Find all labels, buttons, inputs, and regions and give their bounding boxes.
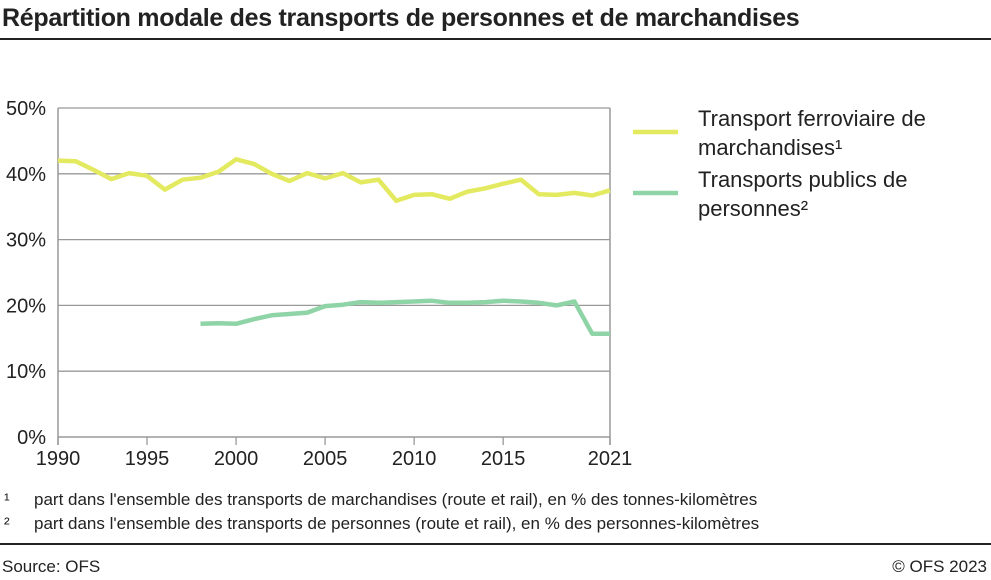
x-tick-label: 1995 xyxy=(125,448,170,470)
chart-title: Répartition modale des transports de per… xyxy=(2,4,800,32)
y-tick-label: 0% xyxy=(17,427,46,449)
footnote-mark: ² xyxy=(4,514,10,533)
series-line-1 xyxy=(57,157,611,204)
x-tick-label: 2010 xyxy=(392,448,437,470)
y-tick-label: 50% xyxy=(6,98,46,120)
legend-label: Transport ferroviaire de xyxy=(698,106,926,131)
x-tick-label: 2015 xyxy=(481,448,526,470)
y-tick-label: 40% xyxy=(6,164,46,186)
title-divider xyxy=(0,38,991,40)
y-tick-label: 30% xyxy=(6,230,46,252)
copyright: © OFS 2023 xyxy=(892,557,987,576)
x-tick-label: 2005 xyxy=(303,448,348,470)
legend-label: personnes² xyxy=(698,196,808,221)
footer-divider xyxy=(0,543,991,545)
legend-label: marchandises¹ xyxy=(698,135,842,160)
footnote-2: ² part dans l'ensemble des transports de … xyxy=(4,514,759,534)
y-tick-label: 10% xyxy=(6,361,46,383)
x-tick-label: 1990 xyxy=(36,448,81,470)
y-tick-label: 20% xyxy=(6,295,46,317)
footnote-mark: ¹ xyxy=(4,490,10,509)
x-tick-label: 2000 xyxy=(214,448,259,470)
footnote-text: part dans l'ensemble des transports de p… xyxy=(34,514,760,533)
x-tick-label: 2021 xyxy=(588,448,633,470)
legend-label: Transports publics de xyxy=(698,167,908,192)
footnote-text: part dans l'ensemble des transports de m… xyxy=(34,490,758,509)
source: Source: OFS xyxy=(2,557,101,576)
footnote-1: ¹ part dans l'ensemble des transports de … xyxy=(4,490,757,510)
series-line-2 xyxy=(200,298,610,336)
line-chart: 0% 10% 20% 30% 40% 50% 1990 1995 2000 2005 2010 201… xyxy=(6,98,926,470)
